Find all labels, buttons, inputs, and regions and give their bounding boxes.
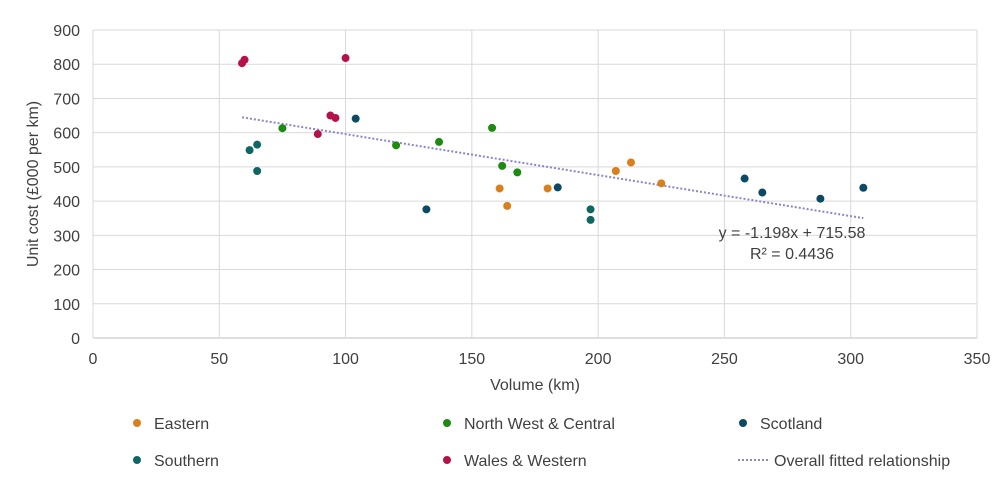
data-point	[740, 174, 749, 183]
x-tick-label: 50	[210, 351, 228, 368]
legend-marker	[133, 419, 141, 427]
data-point	[240, 55, 249, 64]
legend-label: Scotland	[760, 416, 822, 433]
data-point	[278, 124, 287, 133]
data-point	[553, 183, 562, 192]
legend-marker	[739, 419, 747, 427]
data-point	[351, 114, 360, 123]
legend-label: Eastern	[154, 416, 209, 433]
legend-marker	[443, 419, 451, 427]
data-point	[626, 158, 635, 167]
data-point	[816, 194, 825, 203]
data-point	[253, 140, 262, 149]
data-point	[341, 54, 350, 63]
legend-item: Southern	[133, 453, 219, 470]
trendline-r-squared: R² = 0.4436	[750, 246, 834, 263]
y-tick-label: 100	[53, 297, 80, 314]
data-point	[586, 205, 595, 214]
data-point	[313, 130, 322, 139]
data-point	[859, 183, 868, 192]
data-point	[586, 215, 595, 224]
trendline	[241, 116, 864, 220]
data-point	[422, 205, 431, 214]
data-point	[253, 166, 262, 175]
x-axis-ticks: 0 50 100 150 200 250 300 350	[89, 351, 991, 368]
data-point	[611, 166, 620, 175]
legend: Eastern North West & Central Scotland South…	[133, 416, 950, 470]
x-tick-label: 350	[964, 351, 991, 368]
legend-label: Overall fitted relationship	[774, 453, 950, 470]
legend-item: Scotland	[739, 416, 822, 433]
data-point	[503, 201, 512, 210]
data-point	[488, 123, 497, 132]
data-point	[758, 188, 767, 197]
y-tick-label: 600	[53, 126, 80, 143]
x-tick-label: 250	[711, 351, 738, 368]
x-tick-label: 0	[89, 351, 98, 368]
data-point	[543, 184, 552, 193]
gridlines	[92, 29, 978, 339]
y-tick-label: 300	[53, 228, 80, 245]
data-point	[513, 168, 522, 177]
y-axis-title: Unit cost (£000 per km)	[25, 101, 42, 267]
y-tick-label: 800	[53, 57, 80, 74]
legend-item: Overall fitted relationship	[738, 453, 950, 470]
y-tick-label: 700	[53, 91, 80, 108]
data-point	[392, 141, 401, 150]
data-point	[657, 179, 666, 188]
data-point	[331, 113, 340, 122]
legend-item: Eastern	[133, 416, 209, 433]
legend-label: North West & Central	[464, 416, 615, 433]
y-tick-label: 500	[53, 160, 80, 177]
x-tick-label: 300	[837, 351, 864, 368]
legend-item: Wales & Western	[443, 453, 587, 470]
data-point	[498, 161, 507, 170]
y-axis-ticks: 0 100 200 300 400 500 600 700 800 900	[53, 23, 80, 348]
y-tick-label: 0	[71, 331, 80, 348]
y-tick-label: 400	[53, 194, 80, 211]
legend-item: North West & Central	[443, 416, 615, 433]
data-points	[238, 54, 868, 224]
legend-label: Southern	[154, 453, 219, 470]
x-tick-label: 200	[585, 351, 612, 368]
trendline-equation: y = -1.198x + 715.58	[719, 225, 866, 242]
legend-marker	[443, 456, 451, 464]
x-tick-label: 150	[459, 351, 486, 368]
legend-marker	[133, 456, 141, 464]
data-point	[245, 146, 254, 155]
x-tick-label: 100	[332, 351, 359, 368]
y-tick-label: 900	[53, 23, 80, 40]
legend-label: Wales & Western	[464, 453, 587, 470]
data-point	[495, 184, 504, 193]
y-tick-label: 200	[53, 263, 80, 280]
data-point	[435, 137, 444, 146]
x-axis-title: Volume (km)	[490, 377, 580, 394]
